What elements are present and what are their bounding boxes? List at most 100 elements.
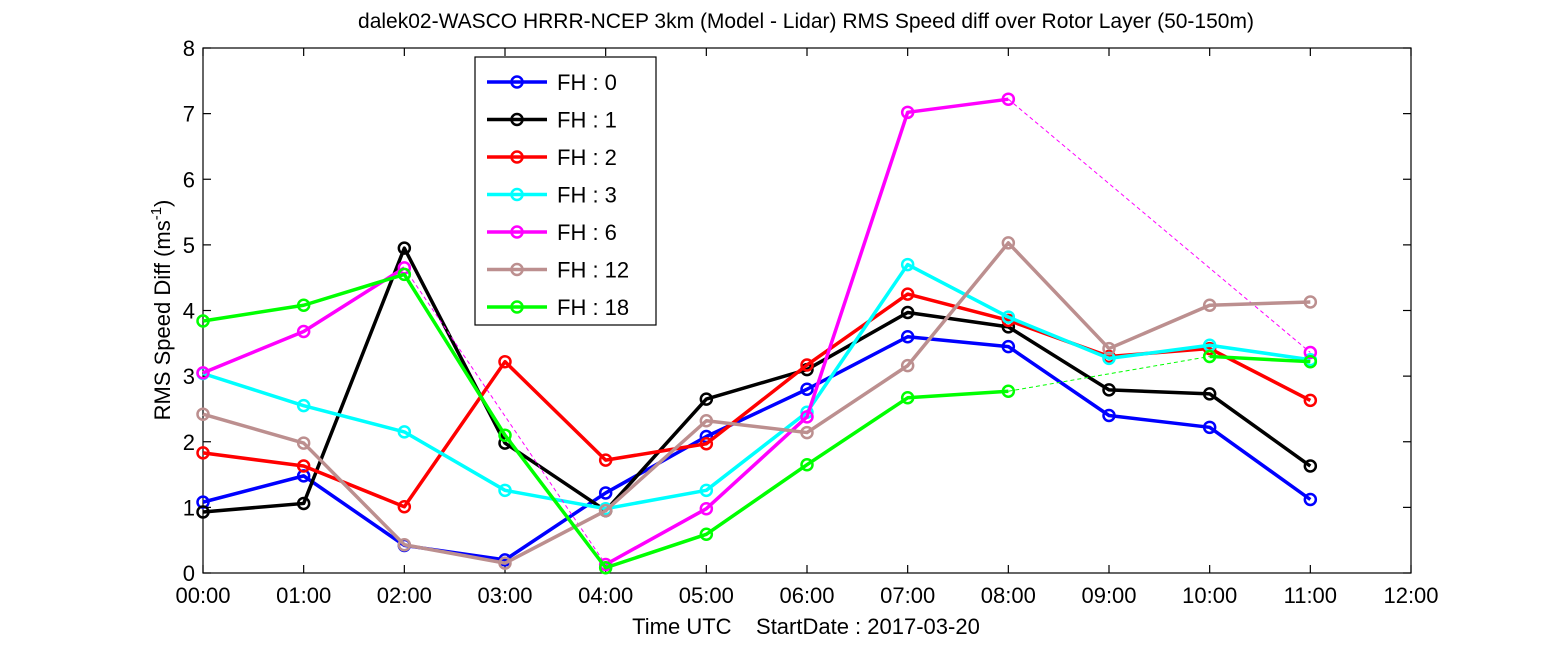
data-point (900, 287, 915, 301)
legend-label: FH : 2 (557, 145, 617, 170)
x-tick-label: 06:00 (779, 583, 834, 608)
legend-marker (510, 75, 524, 89)
series-line (1209, 354, 1311, 364)
series-line (202, 246, 1312, 514)
data-point (598, 453, 613, 467)
data-point (296, 459, 311, 473)
data-point (296, 324, 311, 339)
x-tick-label: 10:00 (1182, 583, 1237, 608)
data-point (1001, 310, 1016, 324)
legend-item: FH : 3 (487, 183, 617, 208)
data-point (1001, 236, 1016, 250)
legend-box (474, 56, 657, 326)
data-point (196, 446, 210, 460)
data-point (699, 414, 714, 428)
series-layer (196, 92, 1318, 575)
legend-marker (510, 300, 524, 314)
data-point (900, 330, 915, 344)
data-point (699, 483, 714, 498)
data-point (397, 499, 412, 514)
data-point (598, 503, 613, 518)
data-point (699, 436, 714, 451)
data-point (800, 410, 814, 424)
legend-marker (510, 112, 524, 127)
y-tick-label: 5 (183, 233, 195, 258)
data-point (900, 391, 915, 405)
data-point (900, 257, 915, 272)
data-point (1303, 295, 1318, 309)
x-tick-label: 04:00 (578, 583, 633, 608)
y-axis-label-main: RMS Speed Diff (ms (150, 220, 175, 420)
x-tick-label: 05:00 (679, 583, 734, 608)
x-tick-label: 09:00 (1081, 583, 1136, 608)
x-tick-label: 00:00 (175, 583, 230, 608)
legend-label: FH : 0 (557, 70, 617, 95)
data-point (900, 305, 915, 320)
data-point (397, 425, 412, 439)
data-point (1102, 341, 1116, 356)
legend-marker (510, 187, 524, 202)
data-point (1303, 354, 1318, 369)
data-point (498, 428, 512, 442)
x-tick-label: 08:00 (981, 583, 1036, 608)
series-line (202, 262, 1311, 511)
data-point (1001, 384, 1016, 398)
plot-frame (202, 47, 1412, 574)
legend-label: FH : 6 (557, 220, 617, 245)
series-gap-line (1008, 98, 1311, 353)
y-tick-label: 6 (183, 167, 195, 192)
data-point (296, 436, 311, 450)
y-axis: 0 1 2 3 4 5 6 7 8 (183, 36, 1411, 586)
data-point (296, 398, 311, 413)
data-point (498, 556, 512, 570)
series-line (604, 97, 1009, 566)
legend-item: FH : 18 (487, 295, 629, 320)
data-point (1303, 393, 1318, 408)
data-point (1303, 345, 1318, 360)
x-tick-label: 01:00 (276, 583, 331, 608)
y-tick-label: 4 (183, 299, 195, 324)
data-point (800, 382, 814, 396)
legend-label: FH : 3 (557, 183, 617, 208)
series-5 (196, 236, 1318, 570)
data-point (800, 358, 814, 372)
series-6 (196, 267, 1318, 575)
legend-item: FH : 2 (487, 145, 617, 170)
data-point (1001, 339, 1016, 354)
data-point (1202, 420, 1217, 435)
y-axis-label-exponent: -1 (148, 207, 165, 220)
data-point (699, 527, 714, 542)
data-point (699, 501, 714, 516)
legend-item: FH : 0 (487, 70, 617, 95)
plot-area: 00:00 01:00 02:00 03:00 04:00 05:00 06:00 07:00… (175, 36, 1438, 608)
chart-title: dalek02-WASCO HRRR-NCEP 3km (Model - Lid… (358, 10, 1254, 33)
data-point (397, 241, 412, 255)
series-gap-line (1008, 355, 1210, 392)
x-tick-label: 12:00 (1383, 583, 1438, 608)
data-point (397, 538, 412, 552)
data-point (397, 267, 412, 282)
data-point (196, 366, 210, 380)
y-axis-label: RMS Speed Diff (ms-1) (148, 200, 175, 421)
data-point (1001, 92, 1016, 106)
legend-marker (510, 262, 524, 277)
data-point (1102, 408, 1116, 423)
data-point (598, 561, 613, 575)
legend-label: FH : 18 (557, 295, 629, 320)
data-point (800, 457, 814, 472)
x-tick-label: 03:00 (477, 583, 532, 608)
y-tick-label: 2 (183, 430, 195, 455)
x-tick-label: 11:00 (1284, 583, 1337, 608)
data-point (296, 298, 311, 312)
series-line (202, 272, 1009, 570)
series-line (202, 241, 1311, 565)
y-tick-label: 7 (183, 102, 195, 127)
legend: FH : 0 FH : 1 FH : 2 FH : 3 FH : 6 FH : 12 FH … (474, 56, 657, 326)
legend-item: FH : 6 (487, 220, 617, 245)
y-tick-label: 8 (183, 36, 195, 61)
data-point (1303, 492, 1318, 507)
data-point (1202, 387, 1217, 401)
y-axis-label-close: ) (150, 200, 175, 207)
series-line (202, 266, 406, 375)
